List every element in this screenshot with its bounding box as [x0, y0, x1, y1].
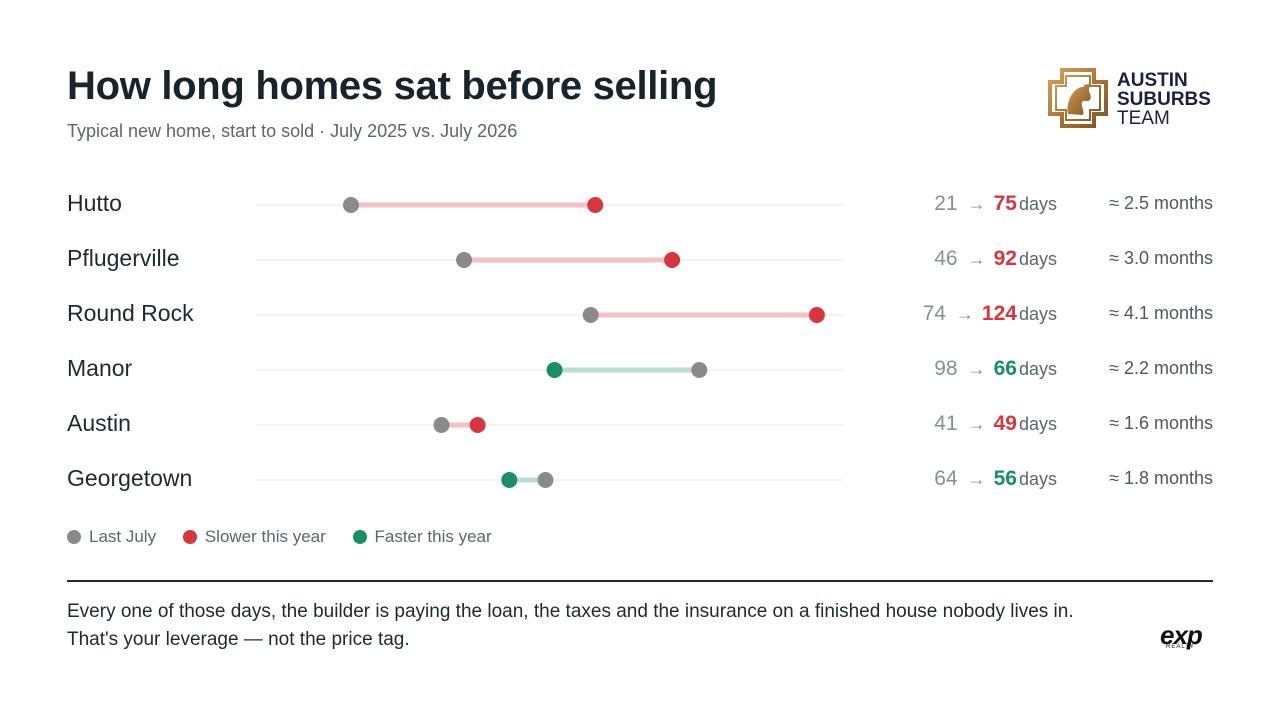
unit-label: days	[1018, 359, 1057, 379]
slower-point	[587, 197, 604, 213]
last-july-point	[456, 252, 473, 268]
page-title: How long homes sat before selling	[67, 64, 718, 108]
slower-point	[808, 307, 825, 323]
city-label: Round Rock	[67, 300, 194, 326]
unit-label: days	[1018, 304, 1057, 324]
change-values: 41 → 49 days	[880, 412, 1057, 436]
arrow-icon: →	[967, 359, 986, 379]
faster-point	[546, 362, 563, 378]
months-equivalent: ≈ 2.5 months	[1109, 193, 1213, 213]
unit-label: days	[1018, 469, 1057, 489]
last-year-value: 21	[934, 192, 958, 215]
legend-item-last-july: Last July	[67, 527, 156, 547]
change-values: 98 → 66 days	[880, 357, 1057, 381]
legend-label: Slower this year	[204, 527, 326, 546]
unit-label: days	[1018, 249, 1057, 269]
chart-legend: Last July Slower this year Faster this y…	[67, 527, 514, 549]
months-equivalent: ≈ 1.6 months	[1109, 413, 1213, 433]
page-subtitle: Typical new home, start to sold · July 2…	[67, 121, 518, 141]
months-equivalent: ≈ 2.2 months	[1109, 358, 1213, 378]
dumbbell-track	[256, 472, 844, 488]
horse-crest-icon	[1048, 68, 1108, 128]
exp-subtext: REALTY	[1166, 644, 1195, 650]
arrow-icon: →	[967, 249, 986, 269]
dumbbell-track	[256, 362, 844, 378]
slower-point	[469, 417, 486, 433]
legend-label: Faster this year	[374, 527, 492, 546]
last-july-point	[433, 417, 450, 433]
change-values: 21 → 75 days	[880, 192, 1057, 216]
this-year-value: 75	[993, 192, 1017, 215]
exp-wordmark: exp	[1160, 620, 1203, 650]
unit-label: days	[1018, 414, 1057, 434]
austin-suburbs-team-logo: AUSTIN SUBURBS TEAM	[1048, 68, 1218, 128]
last-july-point	[582, 307, 599, 323]
logo-line-1: AUSTIN	[1117, 70, 1188, 91]
logo-line-2: SUBURBS	[1117, 89, 1211, 110]
months-equivalent: ≈ 3.0 months	[1109, 248, 1213, 268]
chart-row: Manor 98 → 66 days ≈ 2.2 months	[0, 341, 1280, 396]
slower-point	[664, 252, 681, 268]
this-year-value: 56	[993, 467, 1017, 490]
arrow-icon: →	[955, 304, 974, 324]
change-values: 64 → 56 days	[880, 467, 1057, 491]
chart-row: Pflugerville 46 → 92 days ≈ 3.0 months	[0, 231, 1280, 286]
this-year-value: 92	[993, 247, 1017, 270]
legend-dot-last-july	[67, 530, 81, 544]
last-july-point	[691, 362, 708, 378]
last-year-value: 74	[922, 302, 946, 325]
dumbbell-track	[256, 197, 844, 213]
city-label: Pflugerville	[67, 245, 180, 271]
this-year-value: 66	[993, 357, 1017, 380]
last-july-point	[342, 197, 359, 213]
city-label: Manor	[67, 355, 133, 381]
this-year-value: 124	[981, 302, 1017, 325]
legend-label: Last July	[89, 527, 157, 546]
change-values: 46 → 92 days	[880, 247, 1057, 271]
legend-dot-faster	[352, 530, 367, 544]
arrow-icon: →	[967, 194, 986, 214]
city-label: Georgetown	[67, 465, 193, 491]
footer-note: Every one of those days, the builder is …	[67, 601, 1074, 650]
this-year-value: 49	[993, 412, 1017, 435]
arrow-icon: →	[967, 469, 986, 489]
change-values: 74 → 124 days	[880, 302, 1057, 326]
logo-wordmark: AUSTIN SUBURBS TEAM	[1117, 71, 1211, 128]
chart-row: Georgetown 64 → 56 days ≈ 1.8 months	[0, 451, 1280, 506]
last-july-point	[537, 472, 554, 488]
months-equivalent: ≈ 4.1 months	[1109, 303, 1213, 323]
logo-line-3: TEAM	[1117, 108, 1170, 129]
legend-dot-slower	[182, 530, 197, 544]
chart-row: Hutto 21 → 75 days ≈ 2.5 months	[0, 176, 1280, 231]
divider	[67, 580, 1213, 582]
months-equivalent: ≈ 1.8 months	[1109, 468, 1213, 488]
last-year-value: 98	[934, 357, 958, 380]
last-year-value: 64	[934, 467, 958, 490]
chart-row: Austin 41 → 49 days ≈ 1.6 months	[0, 396, 1280, 451]
dumbbell-track	[256, 252, 844, 268]
city-label: Austin	[67, 410, 131, 436]
last-year-value: 41	[934, 412, 958, 435]
faster-point	[501, 472, 518, 488]
city-label: Hutto	[67, 190, 122, 216]
last-year-value: 46	[934, 247, 958, 270]
dumbbell-track	[256, 307, 844, 323]
chart-row: Round Rock 74 → 124 days ≈ 4.1 months	[0, 286, 1280, 341]
legend-item-slower: Slower this year	[182, 527, 326, 547]
arrow-icon: →	[967, 414, 986, 434]
legend-item-faster: Faster this year	[352, 527, 492, 547]
exp-realty-logo: exp REALTY	[1160, 622, 1216, 652]
dumbbell-track	[256, 417, 844, 433]
unit-label: days	[1018, 194, 1057, 214]
